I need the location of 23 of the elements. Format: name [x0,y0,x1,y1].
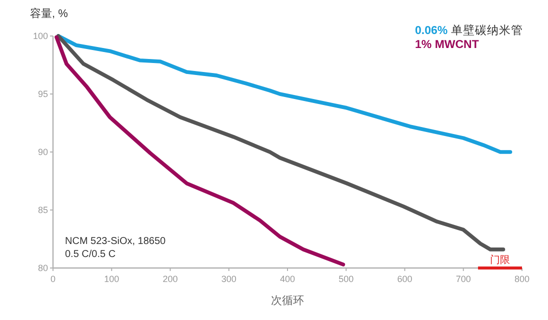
line-series [54,35,346,266]
y-tick-label: 90 [38,147,48,157]
x-tick-label: 700 [456,274,471,284]
text: 0.06% 单壁碳纳米管 [415,23,523,37]
y-tick-label: 100 [32,31,48,41]
x-tick-label: 800 [514,274,530,284]
y-axis-title: 容量, % [30,7,68,20]
series-label: 门限 [490,254,510,266]
y-tick-label: 80 [38,263,48,273]
x-tick-label: 600 [397,274,412,284]
x-axis-title: 次循环 [271,295,304,307]
annotation: 0.5 C/0.5 C [65,249,116,260]
annotation: NCM 523-SiOx, 18650 [65,236,166,247]
x-tick-label: 0 [50,274,56,284]
y-tick-label: 85 [38,205,48,215]
x-tick-label: 100 [104,274,120,284]
text: 1% MWCNT [415,39,479,51]
line-series [56,34,506,252]
y-tick-label: 95 [38,89,48,99]
x-tick-label: 400 [280,274,296,284]
x-tick-label: 500 [338,274,354,284]
x-tick-label: 200 [162,274,178,284]
x-tick-label: 300 [221,274,236,284]
